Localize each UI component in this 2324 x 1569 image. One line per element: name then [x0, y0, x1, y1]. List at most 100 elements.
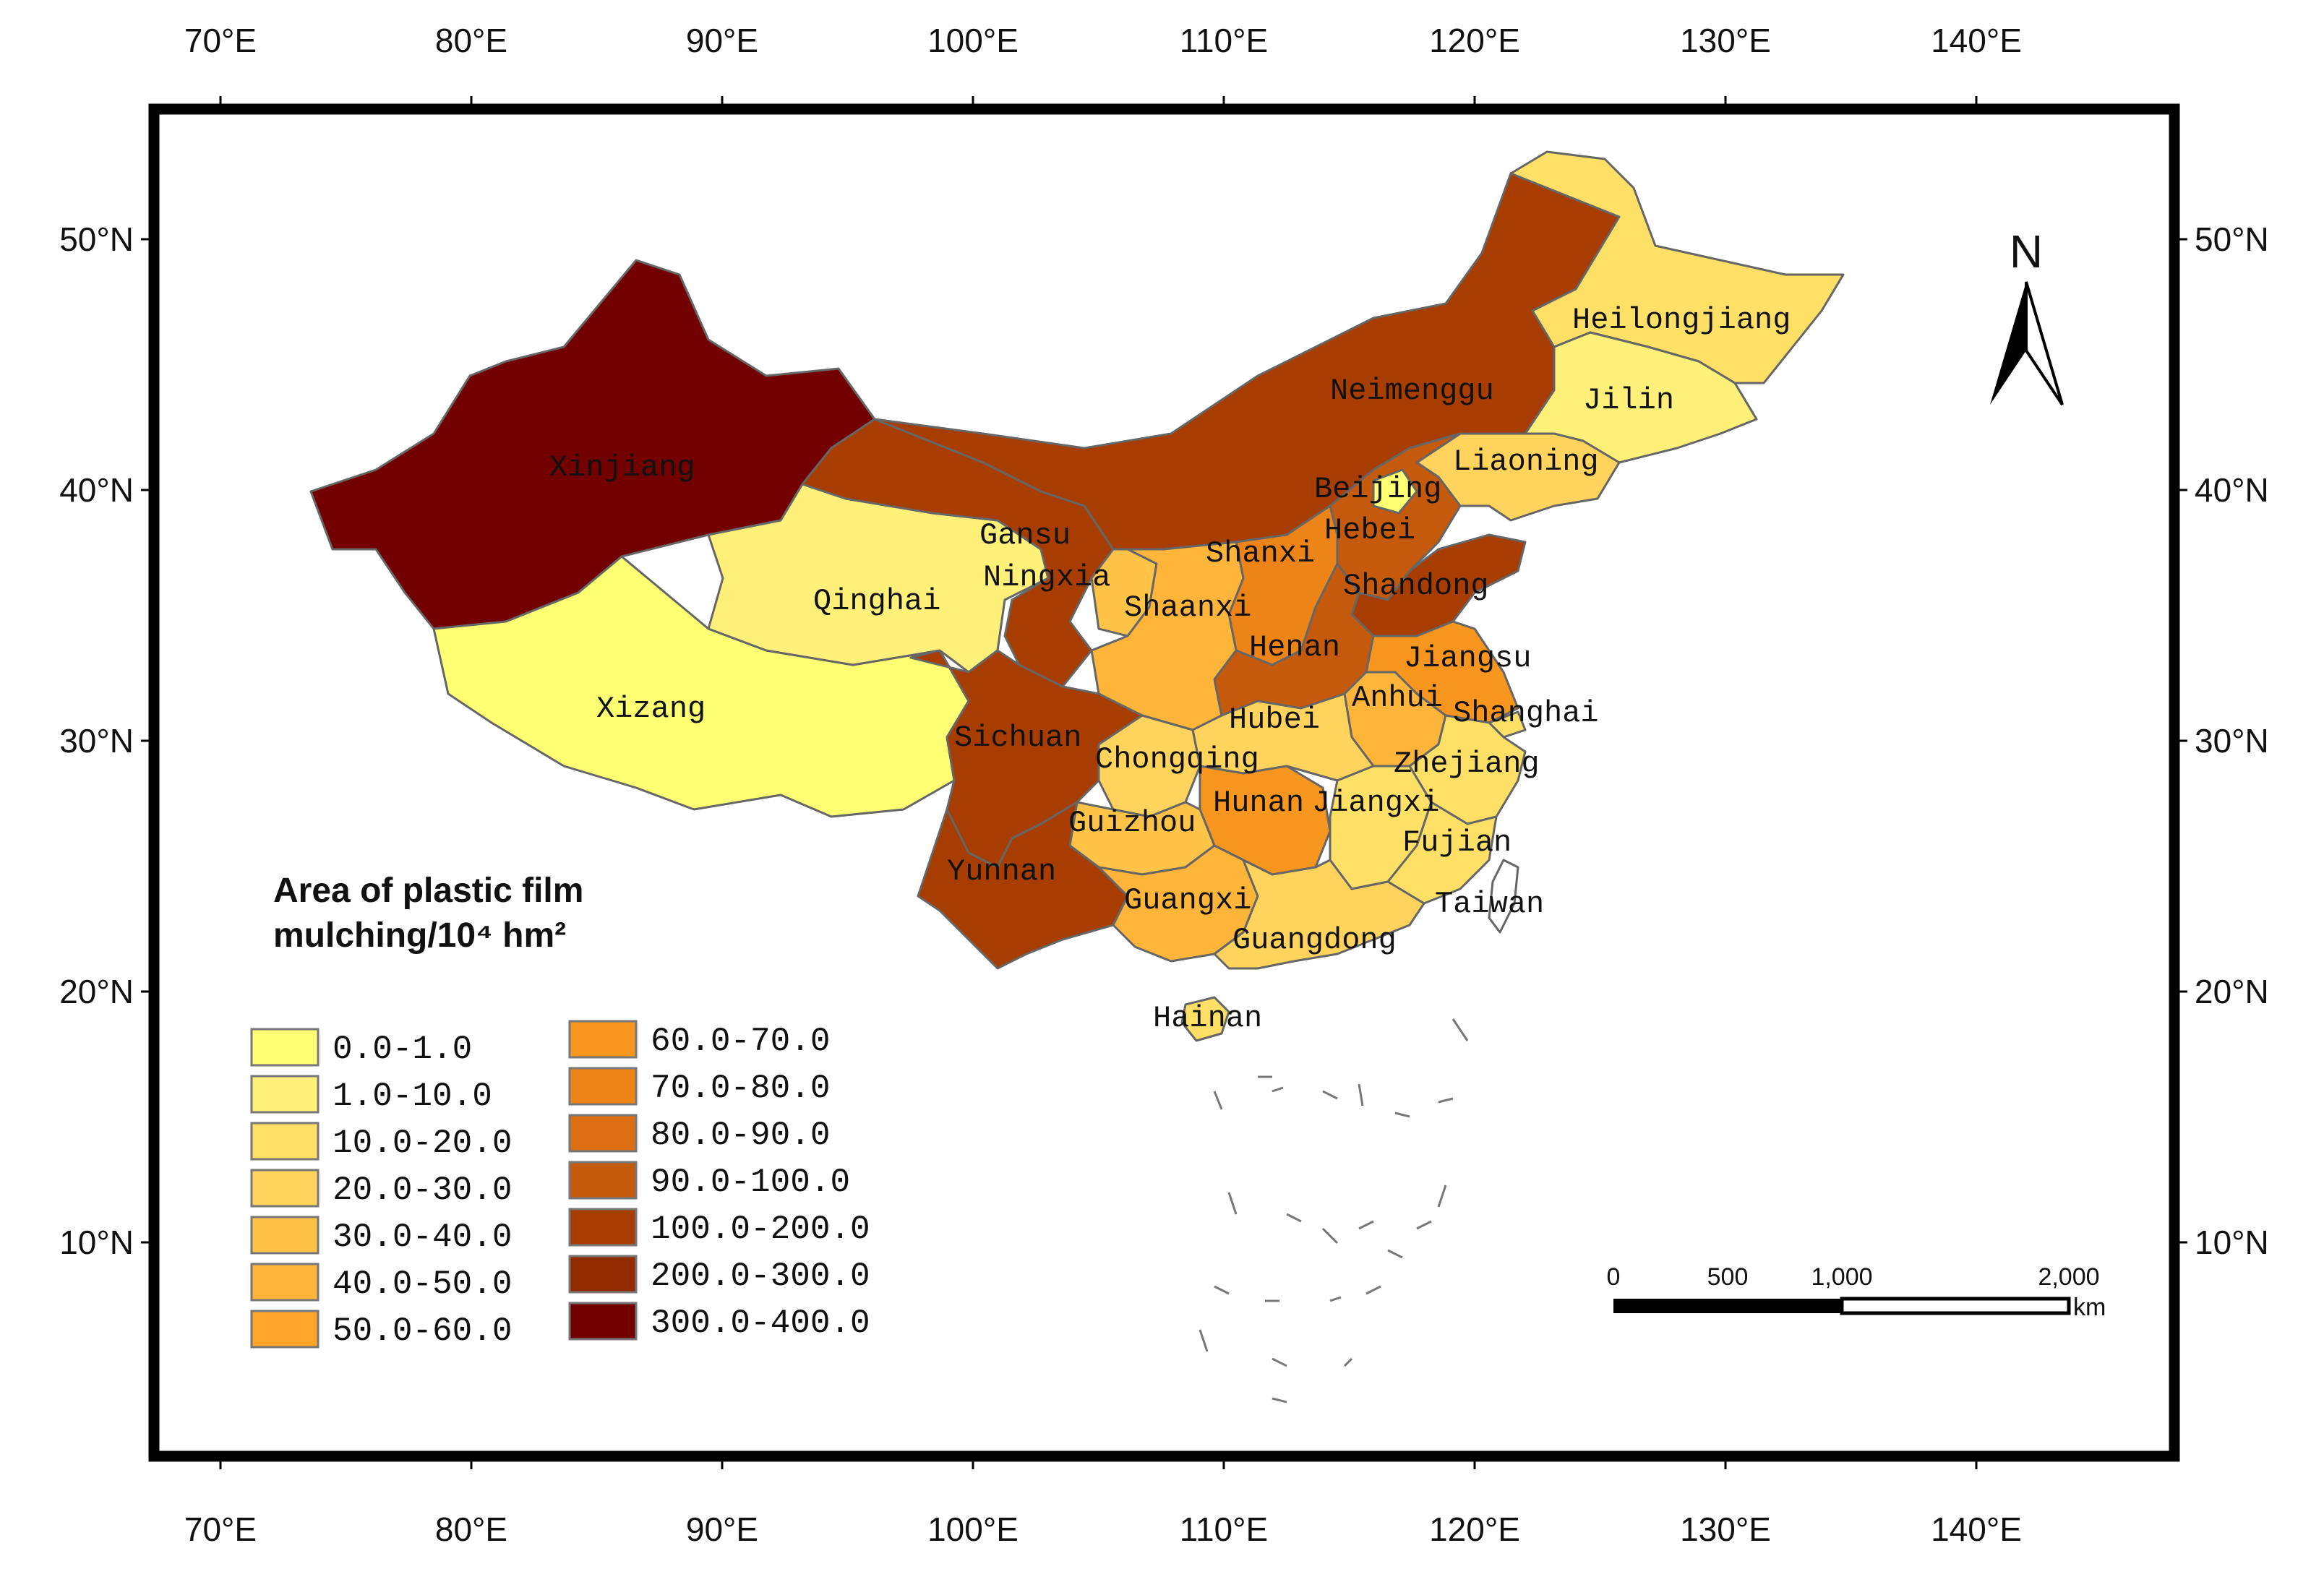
- lon-label-bottom: 90°E: [686, 1510, 758, 1548]
- legend-swatch: [250, 1216, 320, 1255]
- province-label: Hainan: [1153, 1001, 1262, 1036]
- lon-label-bottom: 80°E: [435, 1510, 507, 1548]
- province-label: Taiwan: [1435, 887, 1544, 921]
- legend-label: 80.0-90.0: [651, 1117, 830, 1154]
- legend-label: 50.0-60.0: [333, 1312, 512, 1350]
- lon-label-top: 110°E: [1180, 22, 1268, 59]
- legend-items: 0.0-1.0 1.0-10.0 10.0-20.0 20.0-30.0 30.0-40…: [250, 1020, 870, 1350]
- legend-title: Area of plastic film: [273, 872, 583, 910]
- province-label: Ningxia: [983, 560, 1110, 595]
- province-label: Heilongjiang: [1572, 303, 1791, 338]
- lat-label-right: 30°N: [2195, 722, 2269, 760]
- legend-label: 10.0-20.0: [333, 1125, 512, 1162]
- lon-label-top: 70°E: [184, 22, 257, 59]
- lon-label-top: 120°E: [1429, 22, 1520, 59]
- lon-label-bottom: 100°E: [927, 1510, 1019, 1548]
- province-label: Hunan: [1213, 786, 1304, 820]
- province-label: Shaanxi: [1124, 590, 1251, 625]
- province-labels: Xinjiang Xizang Qinghai Gansu Neimenggu …: [549, 303, 1791, 1036]
- lat-label-left: 50°N: [59, 220, 134, 258]
- legend-swatch: [250, 1169, 320, 1208]
- province-label: Shanghai: [1453, 696, 1599, 731]
- province-label: Chongqing: [1095, 742, 1259, 777]
- legend-swatch: [568, 1020, 638, 1059]
- province-label: Jiangsu: [1404, 641, 1531, 676]
- province-label: Liaoning: [1453, 444, 1599, 479]
- legend-label: 200.0-300.0: [651, 1258, 870, 1295]
- legend-swatch: [250, 1122, 320, 1161]
- province-layer: [309, 150, 1845, 1042]
- scale-tick-label: 1,000: [1811, 1263, 1872, 1291]
- province-label: Guangdong: [1232, 923, 1397, 958]
- province-label: Shanxi: [1206, 536, 1315, 571]
- province-label: Jiangxi: [1312, 786, 1439, 820]
- lat-label-left: 30°N: [59, 722, 134, 760]
- lat-axis-left: [141, 238, 154, 1244]
- legend-swatch: [568, 1208, 638, 1247]
- province-label: Qinghai: [813, 584, 940, 619]
- legend-swatch: [250, 1075, 320, 1114]
- province-label: Henan: [1249, 630, 1340, 665]
- lon-label-bottom: 140°E: [1931, 1510, 2022, 1548]
- legend-swatch: [250, 1310, 320, 1349]
- lon-label-top: 130°E: [1680, 22, 1771, 59]
- legend-swatch: [568, 1302, 638, 1341]
- province-label: Zhejiang: [1394, 747, 1540, 781]
- scale-bar-segment: [1613, 1299, 1842, 1313]
- legend-swatch: [568, 1255, 638, 1294]
- lat-label-right: 10°N: [2195, 1224, 2269, 1261]
- lon-axis-bottom: [219, 1456, 1978, 1469]
- legend-label: 20.0-30.0: [333, 1172, 512, 1209]
- province-guangdong: [1213, 859, 1425, 970]
- province-label: Guangxi: [1124, 883, 1251, 918]
- province-label: Yunnan: [947, 854, 1056, 889]
- province-hainan: [1180, 996, 1230, 1042]
- scale-unit: km: [2073, 1294, 2106, 1321]
- province-label: Gansu: [979, 518, 1071, 553]
- lon-label-bottom: 130°E: [1680, 1510, 1771, 1548]
- legend-swatch: [568, 1114, 638, 1153]
- province-label: Hubei: [1229, 702, 1320, 737]
- province-label: Xinjiang: [549, 450, 695, 485]
- legend-label: 70.0-80.0: [651, 1070, 830, 1107]
- legend-title: mulching/10⁴ hm²: [273, 916, 566, 955]
- lon-label-top: 90°E: [686, 22, 758, 59]
- north-label: N: [2010, 225, 2043, 278]
- province-heilongjiang: [1509, 150, 1845, 384]
- scale-bar: 0 500 1,000 2,000 km: [1607, 1263, 2106, 1321]
- lon-label-top: 80°E: [435, 22, 507, 59]
- province-label: Fujian: [1402, 825, 1512, 860]
- legend-label: 30.0-40.0: [333, 1218, 512, 1256]
- north-arrow-icon: [1990, 282, 2026, 405]
- province-label: Xizang: [596, 692, 706, 726]
- lon-label-top: 100°E: [927, 22, 1019, 59]
- lat-label-right: 50°N: [2195, 220, 2269, 258]
- lon-label-bottom: 120°E: [1429, 1510, 1520, 1548]
- legend-swatch: [568, 1161, 638, 1200]
- legend-label: 60.0-70.0: [651, 1023, 830, 1060]
- scale-tick-label: 2,000: [2038, 1263, 2099, 1291]
- lat-axis-right: [2174, 238, 2187, 1244]
- province-label: Sichuan: [954, 721, 1081, 755]
- province-label: Beijing: [1314, 472, 1441, 507]
- province-label: Guizhou: [1068, 806, 1196, 841]
- province-label: Shandong: [1343, 569, 1489, 603]
- lon-label-bottom: 110°E: [1180, 1510, 1268, 1548]
- lon-label-bottom: 70°E: [184, 1510, 257, 1548]
- lat-label-right: 20°N: [2195, 973, 2269, 1010]
- legend-swatch: [250, 1263, 320, 1302]
- lat-label-left: 20°N: [59, 973, 134, 1010]
- province-label: Hebei: [1324, 513, 1415, 548]
- legend-label: 0.0-1.0: [333, 1031, 472, 1068]
- province-taiwan: [1488, 859, 1519, 934]
- lat-label-left: 10°N: [59, 1224, 134, 1261]
- province-label: Anhui: [1352, 681, 1443, 715]
- scale-tick-label: 500: [1707, 1263, 1749, 1291]
- scale-bar-segment: [1840, 1297, 2071, 1315]
- legend-label: 1.0-10.0: [333, 1078, 492, 1115]
- lat-label-left: 40°N: [59, 471, 134, 509]
- legend: Area of plastic film mulching/10⁴ hm² 0.…: [250, 872, 870, 1350]
- north-arrow: N: [1990, 225, 2064, 406]
- legend-label: 90.0-100.0: [651, 1164, 850, 1201]
